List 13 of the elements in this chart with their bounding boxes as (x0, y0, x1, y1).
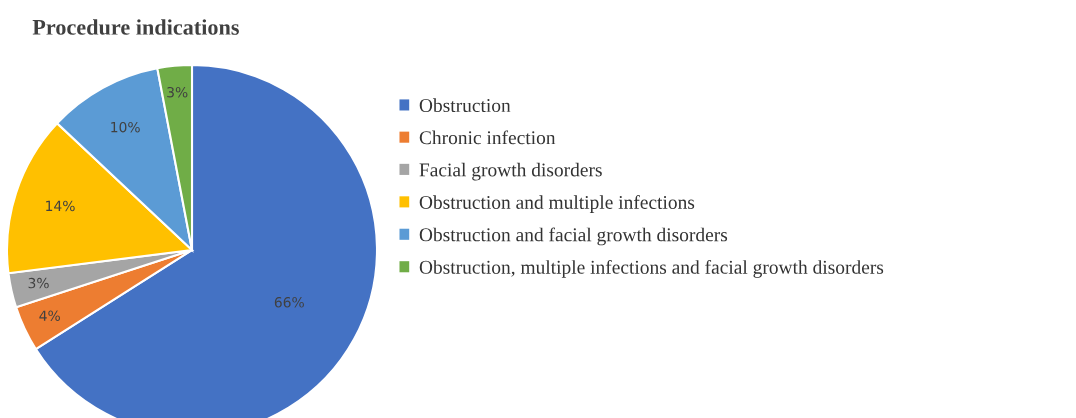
data-label: 14% (46, 200, 75, 212)
legend-label: Obstruction (419, 98, 511, 113)
data-label: 3% (167, 86, 188, 98)
data-label: 3% (28, 277, 49, 289)
data-label: 4% (39, 310, 60, 321)
legend-label: Obstruction and facial growth disorders (419, 227, 728, 246)
legend-label: Obstruction, multiple infections and facial growth disorders (419, 259, 884, 278)
legend-label: Obstruction and multiple infections (419, 195, 695, 213)
legend-label: Facial growth disorders (419, 162, 602, 181)
data-label: 66% (274, 297, 304, 308)
legend-label: Chronic infection (419, 130, 556, 145)
data-label: 10% (111, 121, 140, 133)
chart-title: Procedure indications (32, 19, 239, 35)
